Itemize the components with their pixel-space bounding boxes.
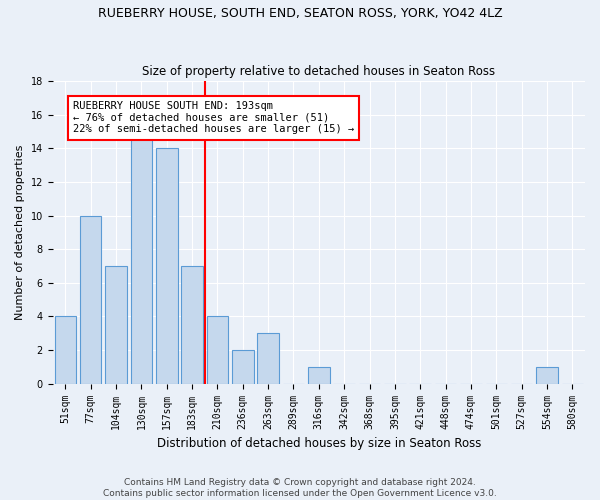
Bar: [536, 367, 558, 384]
Bar: [206, 316, 228, 384]
Bar: [308, 367, 329, 384]
Bar: [232, 350, 254, 384]
Text: RUEBERRY HOUSE SOUTH END: 193sqm
← 76% of detached houses are smaller (51)
22% o: RUEBERRY HOUSE SOUTH END: 193sqm ← 76% o…: [73, 101, 354, 134]
Text: RUEBERRY HOUSE, SOUTH END, SEATON ROSS, YORK, YO42 4LZ: RUEBERRY HOUSE, SOUTH END, SEATON ROSS, …: [98, 8, 502, 20]
Y-axis label: Number of detached properties: Number of detached properties: [15, 144, 25, 320]
Title: Size of property relative to detached houses in Seaton Ross: Size of property relative to detached ho…: [142, 66, 496, 78]
Text: Contains HM Land Registry data © Crown copyright and database right 2024.
Contai: Contains HM Land Registry data © Crown c…: [103, 478, 497, 498]
X-axis label: Distribution of detached houses by size in Seaton Ross: Distribution of detached houses by size …: [157, 437, 481, 450]
Bar: [257, 334, 279, 384]
Bar: [105, 266, 127, 384]
Bar: [55, 316, 76, 384]
Bar: [181, 266, 203, 384]
Bar: [80, 216, 101, 384]
Bar: [156, 148, 178, 384]
Bar: [131, 132, 152, 384]
